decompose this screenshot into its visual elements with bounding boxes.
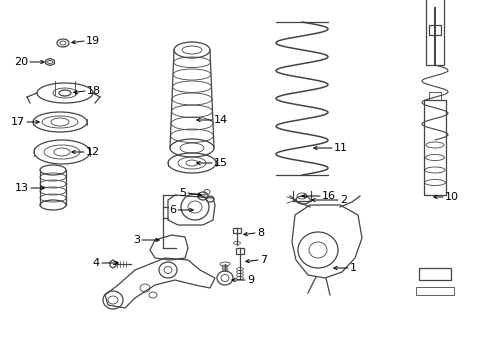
Text: 13: 13 bbox=[15, 183, 29, 193]
Text: 7: 7 bbox=[260, 255, 267, 265]
Text: 14: 14 bbox=[214, 115, 228, 125]
Text: 10: 10 bbox=[445, 192, 459, 202]
Text: 20: 20 bbox=[14, 57, 28, 67]
Text: 19: 19 bbox=[86, 36, 100, 46]
Bar bbox=[426, 0, 444, 65]
Bar bbox=[233, 228, 241, 233]
Text: 4: 4 bbox=[93, 258, 100, 268]
Text: 12: 12 bbox=[86, 147, 100, 157]
Bar bbox=[424, 100, 446, 195]
Text: 2: 2 bbox=[340, 195, 347, 205]
Text: 15: 15 bbox=[214, 158, 228, 168]
Text: 8: 8 bbox=[257, 228, 264, 238]
Text: 3: 3 bbox=[133, 235, 140, 245]
Bar bbox=[416, 287, 454, 295]
Text: 17: 17 bbox=[11, 117, 25, 127]
Text: 9: 9 bbox=[247, 275, 254, 285]
Bar bbox=[429, 92, 441, 100]
Text: 5: 5 bbox=[179, 188, 186, 198]
Text: 11: 11 bbox=[334, 143, 348, 153]
Bar bbox=[429, 25, 441, 35]
Text: 16: 16 bbox=[322, 191, 336, 201]
Text: 18: 18 bbox=[87, 86, 101, 96]
Text: 1: 1 bbox=[350, 263, 357, 273]
Bar bbox=[236, 248, 244, 254]
Bar bbox=[419, 268, 451, 280]
Text: 6: 6 bbox=[169, 205, 176, 215]
